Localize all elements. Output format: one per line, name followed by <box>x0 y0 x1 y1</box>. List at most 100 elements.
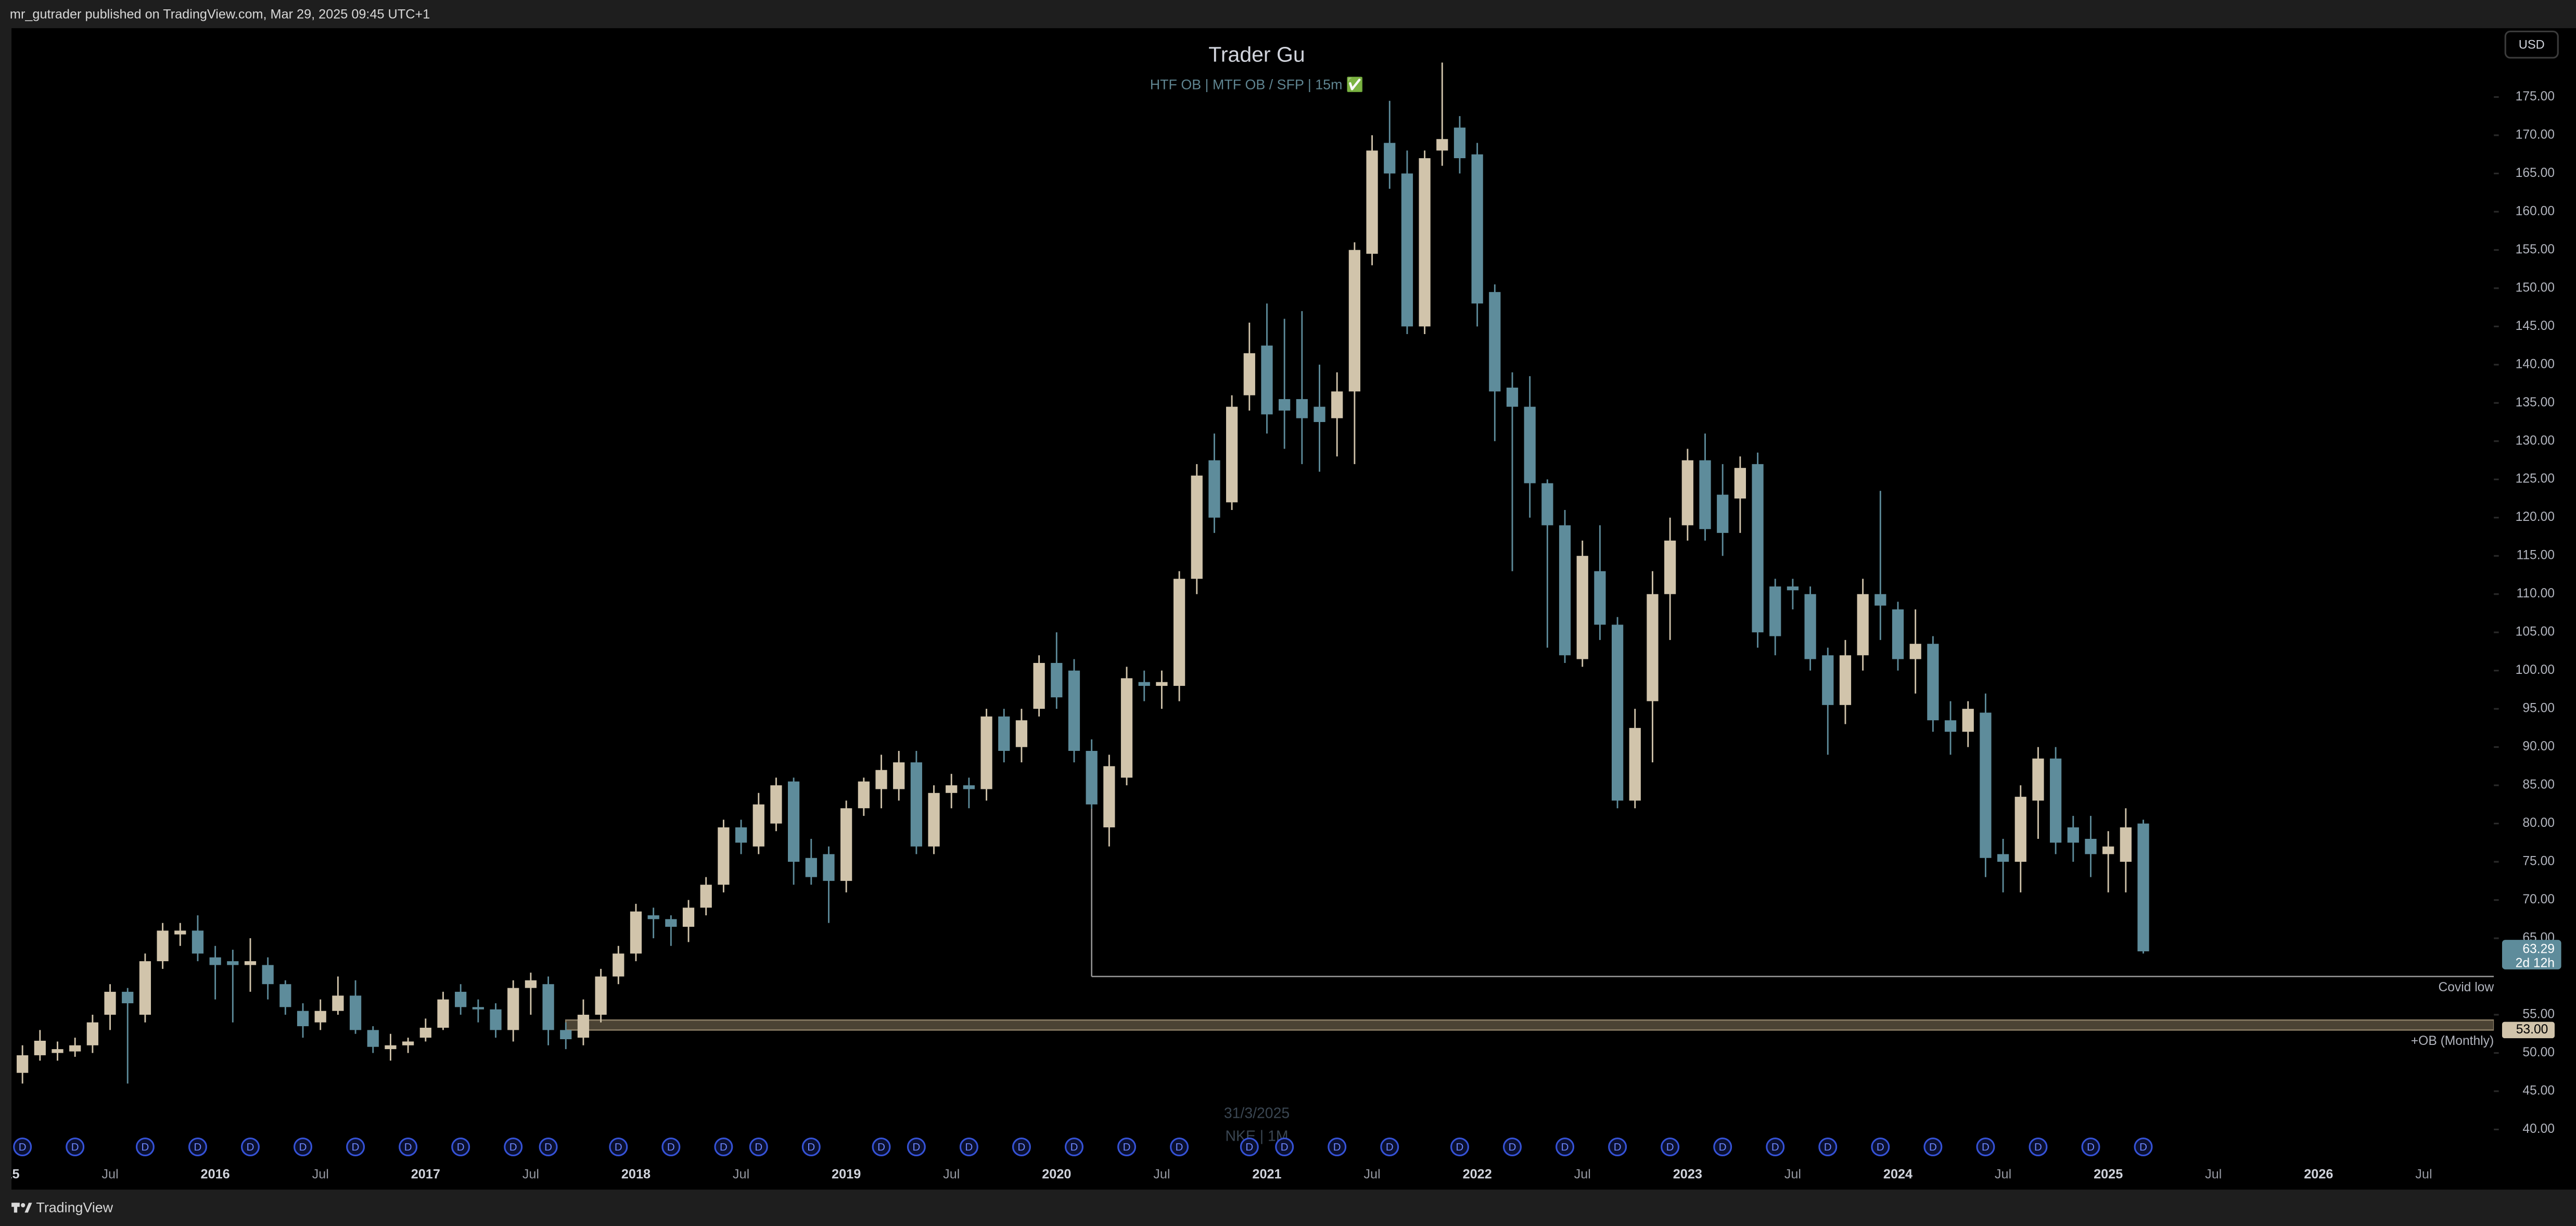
candle-body <box>787 781 800 862</box>
candle-body <box>1717 494 1729 533</box>
y-tick-label: 165.00 <box>2516 166 2555 180</box>
candle-body <box>507 988 519 1030</box>
candle-body <box>1787 586 1799 591</box>
dividend-label: D <box>755 1141 762 1153</box>
x-axis: 2015 Jul 2016 Jul 2017 Jul 2018 Jul 2019 Jul 2020 J… <box>0 1167 2432 1181</box>
candle-body <box>1559 525 1571 656</box>
dividend-label: D <box>247 1141 254 1153</box>
dividend-marker <box>346 1137 365 1156</box>
y-tick-label: 170.00 <box>2516 127 2555 142</box>
dividend-marker <box>451 1137 470 1156</box>
candle-body <box>542 984 554 1030</box>
currency-label[interactable]: USD <box>2519 39 2545 52</box>
dividend-marker <box>13 1137 32 1156</box>
candle-body <box>1226 406 1238 503</box>
candle-body <box>455 991 467 1007</box>
candle-body <box>1734 468 1746 499</box>
candle-body <box>385 1045 397 1050</box>
y-tick-label: 80.00 <box>2522 816 2555 830</box>
candle-body <box>1892 609 1904 659</box>
candle-body <box>332 995 344 1011</box>
candle-body <box>525 980 537 988</box>
candle-body <box>630 911 642 954</box>
dividend-label: D <box>877 1141 885 1153</box>
x-tick-label: Jul <box>522 1167 539 1181</box>
dividend-label: D <box>2034 1141 2042 1153</box>
dividend-label: D <box>1070 1141 1078 1153</box>
candle-body <box>1839 655 1852 705</box>
order-block-tag-label: 53.00 <box>2516 1023 2548 1037</box>
y-tick-label: 140.00 <box>2516 357 2555 371</box>
candle-body <box>613 953 624 977</box>
x-tick-label: 2018 <box>621 1167 651 1181</box>
y-tick-label: 90.00 <box>2522 739 2555 754</box>
candle-body <box>1944 720 1957 732</box>
candle-body <box>1629 727 1641 801</box>
dividend-label: D <box>1018 1141 1026 1153</box>
dividend-label: D <box>1771 1141 1779 1153</box>
x-tick-label: 2017 <box>411 1167 440 1181</box>
last-price-tag <box>2502 940 2561 969</box>
candle-body <box>875 770 887 789</box>
y-tick-label: 75.00 <box>2522 854 2555 869</box>
dividend-label: D <box>457 1141 465 1153</box>
dividend-marker <box>399 1137 418 1156</box>
x-tick-label: Jul <box>1995 1167 2011 1181</box>
candle-body <box>805 858 817 877</box>
candle-body <box>2067 827 2079 843</box>
candle-body <box>928 793 940 847</box>
candle-body <box>998 716 1010 751</box>
x-tick-label: Jul <box>1784 1167 1801 1181</box>
candle-body <box>437 999 449 1028</box>
dividend-label: D <box>1982 1141 1990 1153</box>
x-tick-label: 2015 <box>0 1167 20 1181</box>
candle-body <box>209 957 221 965</box>
candle-body <box>419 1027 431 1038</box>
x-tick-label: Jul <box>1574 1167 1591 1181</box>
x-tick-label: Jul <box>2415 1167 2432 1181</box>
publisher-line: mr_gutrader published on TradingView.com… <box>10 7 430 22</box>
candle-body <box>1752 464 1764 633</box>
dividend-marker <box>1713 1137 1732 1156</box>
dividend-label: D <box>19 1141 27 1153</box>
candle-body <box>700 885 712 908</box>
candle-body <box>1120 678 1133 778</box>
countdown-label: 2d 12h <box>2516 956 2555 970</box>
candle-body <box>104 991 116 1015</box>
candle-body <box>1384 143 1396 174</box>
y-tick-label: 160.00 <box>2516 204 2555 218</box>
order-block-label: +OB (Monthly) <box>2411 1034 2494 1048</box>
dividend-marker <box>1608 1137 1627 1156</box>
candle-body <box>595 976 607 1015</box>
dividend-label: D <box>615 1141 622 1153</box>
last-price-label: 63.29 <box>2522 942 2555 956</box>
candle-body <box>946 785 958 793</box>
candle-body <box>1664 540 1676 594</box>
y-tick-label: 45.00 <box>2522 1083 2555 1097</box>
candle-body <box>1997 854 2009 862</box>
dividend-marker <box>294 1137 313 1156</box>
dividend-marker <box>1275 1137 1294 1156</box>
dividend-label: D <box>544 1141 552 1153</box>
candle-body <box>314 1011 326 1023</box>
dividend-label: D <box>912 1141 920 1153</box>
dividend-label: D <box>2139 1141 2147 1153</box>
candle-body <box>1208 460 1220 518</box>
candle-body <box>1980 712 1992 858</box>
candle-body <box>1279 399 1291 411</box>
candle-body <box>2120 827 2132 862</box>
candle-body <box>86 1022 98 1045</box>
currency-button[interactable] <box>2504 30 2559 59</box>
dividend-label: D <box>1333 1141 1341 1153</box>
candle-body <box>1489 292 1501 392</box>
dividend-label: D <box>1176 1141 1183 1153</box>
candle-body <box>1471 154 1483 304</box>
candle-body <box>174 930 186 935</box>
y-tick-label: 115.00 <box>2517 548 2555 563</box>
dividend-marker <box>188 1137 207 1156</box>
dividend-label: D <box>667 1141 675 1153</box>
dividend-marker <box>661 1137 681 1156</box>
candle-body <box>1506 387 1519 407</box>
candle-body <box>1366 150 1378 254</box>
